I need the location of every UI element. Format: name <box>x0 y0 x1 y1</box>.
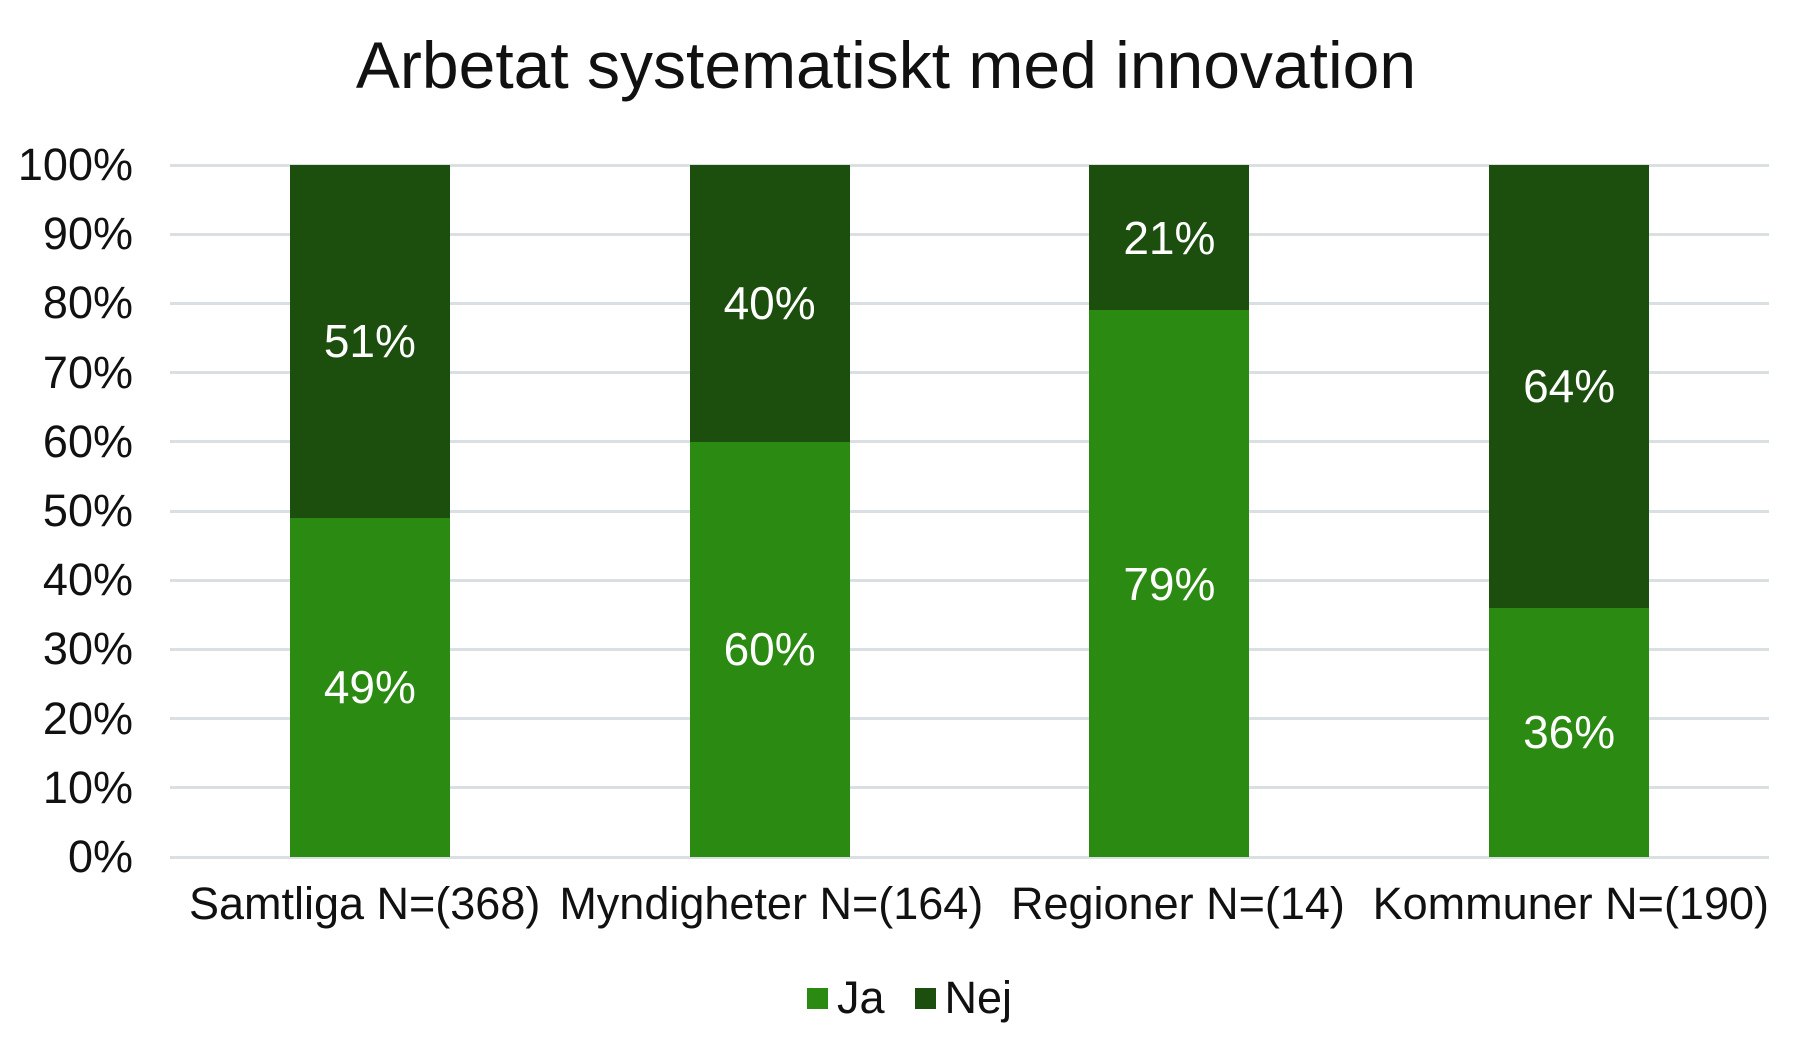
bar-segment-ja: 49% <box>289 517 450 857</box>
gridline <box>170 717 1769 721</box>
y-axis-tick-label: 0% <box>67 831 133 882</box>
bar-segment-ja: 79% <box>1089 310 1250 857</box>
y-axis-tick-label: 30% <box>42 623 133 675</box>
legend-label: Nej <box>944 972 1013 1023</box>
bar-column: 51% 49% <box>289 165 450 857</box>
chart-title: Arbetat systematiskt med innovation <box>355 28 1417 102</box>
y-axis-tick-label: 20% <box>42 692 133 744</box>
bar-segment-ja: 60% <box>689 441 850 857</box>
data-label: 60% <box>723 623 816 676</box>
gridline <box>170 647 1769 651</box>
x-axis: Samtliga N=(368) Myndigheter N=(164) Regio… <box>170 876 1769 932</box>
bar-column: 40% 60% <box>689 165 850 857</box>
y-axis-tick-label: 80% <box>42 277 133 329</box>
gridline <box>170 232 1769 236</box>
gridline <box>170 301 1769 305</box>
data-label: 21% <box>1123 211 1216 264</box>
y-axis-tick-label: 60% <box>42 415 133 467</box>
x-axis-category-label: Kommuner N=(190) <box>1372 878 1770 929</box>
legend-label: Ja <box>836 972 885 1023</box>
y-axis-tick-label: 70% <box>42 346 133 398</box>
data-label: 49% <box>323 661 416 714</box>
bar-segment-nej: 51% <box>289 165 450 518</box>
legend-item-nej: Nej <box>914 970 1013 1026</box>
legend-item-ja: Ja <box>806 970 885 1026</box>
data-label: 79% <box>1123 557 1216 610</box>
gridline <box>170 440 1769 444</box>
bar-segment-nej: 21% <box>1089 165 1250 311</box>
bar-segment-nej: 40% <box>689 165 850 442</box>
bar-column: 64% 36% <box>1489 165 1650 857</box>
y-axis-tick-label: 50% <box>42 485 133 536</box>
legend-swatch-icon <box>914 987 936 1009</box>
legend-swatch-icon <box>806 987 828 1009</box>
y-axis-tick-label: 10% <box>42 761 133 813</box>
gridline <box>170 786 1769 790</box>
data-label: 40% <box>723 277 816 330</box>
x-axis-category-label: Regioner N=(14) <box>1010 878 1345 929</box>
y-axis-tick-label: 100% <box>17 139 133 190</box>
y-axis-tick-label: 40% <box>42 554 133 606</box>
legend: Ja Nej <box>0 970 1819 1026</box>
gridline <box>170 509 1769 513</box>
gridline <box>170 855 1769 859</box>
data-label: 64% <box>1523 360 1616 413</box>
data-label: 36% <box>1523 706 1616 759</box>
x-axis-category-label: Samtliga N=(368) <box>188 878 541 929</box>
bar-segment-ja: 36% <box>1489 607 1650 857</box>
bar-segment-nej: 64% <box>1489 165 1650 608</box>
data-label: 51% <box>323 315 416 368</box>
gridline <box>170 371 1769 375</box>
y-axis-tick-label: 90% <box>42 208 133 260</box>
plot-area: 51% 49% 40% 60% 21% 79% 64% 36% <box>170 163 1769 859</box>
gridline <box>170 578 1769 582</box>
gridline <box>170 163 1769 167</box>
bar-column: 21% 79% <box>1089 165 1250 857</box>
x-axis-category-label: Myndigheter N=(164) <box>559 878 984 929</box>
y-axis: 0% 10% 20% 30% 40% 50% 60% 70% 80% 90% 100% <box>0 139 133 882</box>
